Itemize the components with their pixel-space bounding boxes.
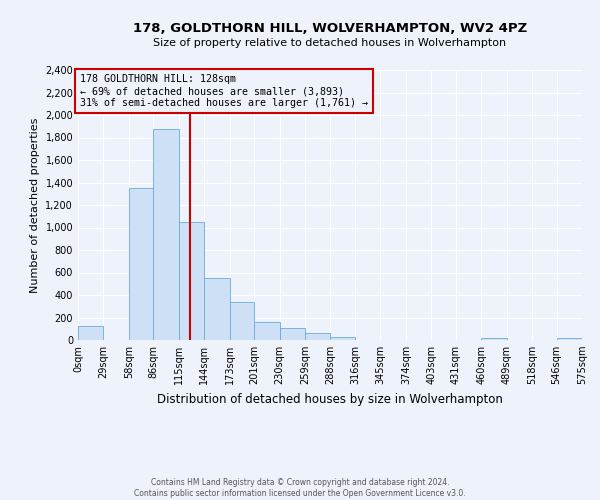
Y-axis label: Number of detached properties: Number of detached properties xyxy=(30,118,40,292)
X-axis label: Distribution of detached houses by size in Wolverhampton: Distribution of detached houses by size … xyxy=(157,392,503,406)
Text: Contains HM Land Registry data © Crown copyright and database right 2024.
Contai: Contains HM Land Registry data © Crown c… xyxy=(134,478,466,498)
Text: 178, GOLDTHORN HILL, WOLVERHAMPTON, WV2 4PZ: 178, GOLDTHORN HILL, WOLVERHAMPTON, WV2 … xyxy=(133,22,527,36)
Bar xyxy=(230,302,254,340)
Bar xyxy=(78,326,103,340)
Bar xyxy=(179,222,204,340)
Bar xyxy=(154,128,179,340)
Bar xyxy=(280,328,305,340)
Text: Size of property relative to detached houses in Wolverhampton: Size of property relative to detached ho… xyxy=(154,38,506,48)
Bar xyxy=(129,188,154,340)
Bar xyxy=(204,278,230,340)
Bar xyxy=(557,338,582,340)
Text: 178 GOLDTHORN HILL: 128sqm
← 69% of detached houses are smaller (3,893)
31% of s: 178 GOLDTHORN HILL: 128sqm ← 69% of deta… xyxy=(80,74,368,108)
Bar xyxy=(305,334,331,340)
Bar xyxy=(254,322,280,340)
Bar xyxy=(481,338,506,340)
Bar xyxy=(331,336,355,340)
